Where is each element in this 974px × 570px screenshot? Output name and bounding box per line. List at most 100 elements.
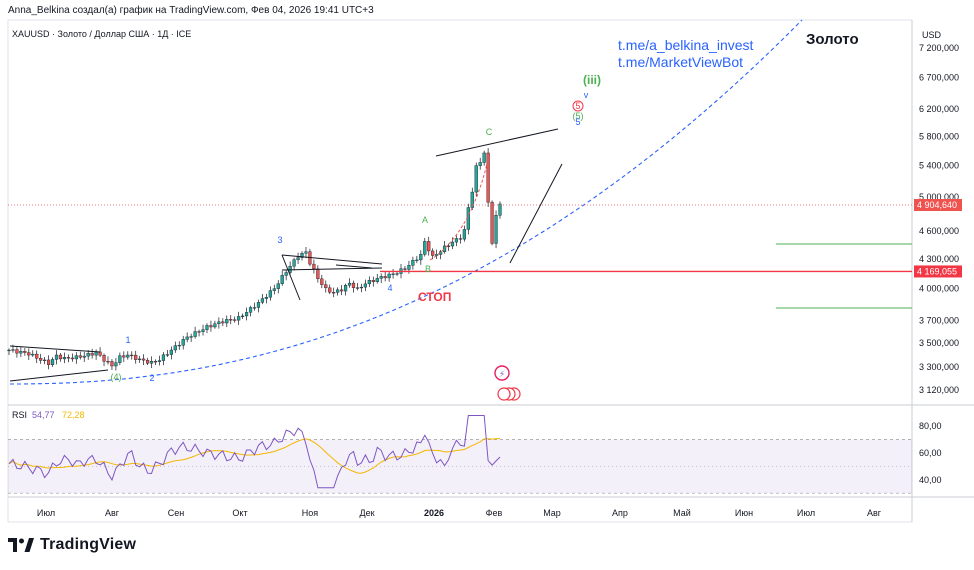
candle xyxy=(486,148,490,208)
candle xyxy=(213,320,217,329)
candle xyxy=(181,335,185,350)
candle-body xyxy=(458,238,463,240)
candle-body xyxy=(248,307,253,313)
wave-label: (iii) xyxy=(583,73,601,87)
price-tick-label: 5 400,000 xyxy=(919,161,959,171)
candle xyxy=(244,307,249,321)
candles xyxy=(7,148,502,371)
candle-body xyxy=(478,162,482,166)
candle xyxy=(324,280,328,293)
candle-body xyxy=(490,201,494,244)
candle xyxy=(248,305,253,317)
candle xyxy=(54,350,59,365)
candle xyxy=(153,359,158,366)
candle-body xyxy=(494,215,498,244)
candle xyxy=(458,234,463,244)
candle-body xyxy=(225,319,229,324)
rsi-legend-value: 54,77 xyxy=(32,410,55,420)
candle xyxy=(7,348,11,356)
candle-body xyxy=(407,265,411,270)
candle-body xyxy=(110,361,114,367)
candle xyxy=(193,326,197,339)
drawn-trendline xyxy=(281,254,301,301)
wave-label: 4 xyxy=(387,283,392,293)
candle xyxy=(439,249,443,260)
candle xyxy=(185,332,189,343)
candle-body xyxy=(130,354,134,357)
stop-price-tag-bg xyxy=(914,265,962,278)
candle-body xyxy=(90,353,94,356)
candle xyxy=(359,283,364,293)
candle-body xyxy=(98,351,102,356)
candle xyxy=(90,348,94,359)
candle-body xyxy=(233,319,237,321)
candle-body xyxy=(134,354,138,360)
candle xyxy=(43,357,47,365)
candle-body xyxy=(7,349,11,352)
candle-body xyxy=(11,349,15,351)
candle xyxy=(50,357,55,367)
candle xyxy=(347,278,352,288)
candle xyxy=(351,280,356,293)
time-tick-label: Апр xyxy=(612,508,628,518)
candle xyxy=(177,341,181,350)
candle-body xyxy=(114,362,118,367)
candle-body xyxy=(138,358,142,360)
current-price-tag-label: 4 904,640 xyxy=(917,200,957,210)
price-tick-label: 3 700,000 xyxy=(919,315,959,325)
tradingview-logo[interactable]: TradingView xyxy=(8,536,136,554)
candle xyxy=(431,248,435,260)
telegram-link: t.me/a_belkina_invest xyxy=(618,37,754,53)
candle xyxy=(423,238,427,257)
candle-body xyxy=(157,360,162,362)
current-price-tag: 4 904,640 xyxy=(914,199,962,212)
candle-body xyxy=(118,355,122,363)
candle-body xyxy=(46,359,51,365)
candle xyxy=(478,157,482,170)
tradingview-logo-icon xyxy=(8,536,34,554)
candle xyxy=(446,243,451,251)
wave-label: v xyxy=(584,90,589,100)
candle-body xyxy=(419,254,423,261)
price-tick-label: 7 200,000 xyxy=(919,43,959,53)
candle xyxy=(387,271,391,282)
candle xyxy=(367,276,371,288)
candle-body xyxy=(23,351,27,353)
candle-body xyxy=(296,257,300,260)
candle xyxy=(241,313,245,319)
candle-body xyxy=(264,296,268,299)
candle-body xyxy=(347,282,352,286)
drawn-trendline xyxy=(281,254,383,265)
candle-body xyxy=(35,353,39,359)
candle xyxy=(379,273,383,284)
candle xyxy=(375,273,379,284)
candle-body xyxy=(363,283,367,288)
candle-body xyxy=(343,285,348,292)
candle-body xyxy=(241,315,245,317)
wave-label: 1 xyxy=(125,335,130,345)
candle-body xyxy=(82,355,86,358)
drawn-trendline xyxy=(509,163,563,264)
price-axis-currency: USD xyxy=(922,30,942,40)
candle-body xyxy=(316,268,320,280)
candle xyxy=(35,350,39,364)
candle-body xyxy=(470,191,474,208)
candle-body xyxy=(50,359,55,365)
candle xyxy=(383,271,387,282)
candle xyxy=(391,269,395,279)
candle xyxy=(62,352,67,364)
time-tick-label: Ноя xyxy=(302,508,319,518)
drawn-trendline xyxy=(9,369,109,382)
candle-body xyxy=(237,316,241,321)
candle-body xyxy=(375,278,379,282)
candle-body xyxy=(102,355,106,362)
candle-body xyxy=(173,345,177,351)
candle xyxy=(205,323,209,334)
wave-label: C xyxy=(486,127,493,137)
candle xyxy=(332,287,336,298)
wave-label: 5 xyxy=(575,101,580,111)
candle xyxy=(312,259,316,274)
candle-body xyxy=(213,323,217,328)
candle-body xyxy=(340,289,344,292)
